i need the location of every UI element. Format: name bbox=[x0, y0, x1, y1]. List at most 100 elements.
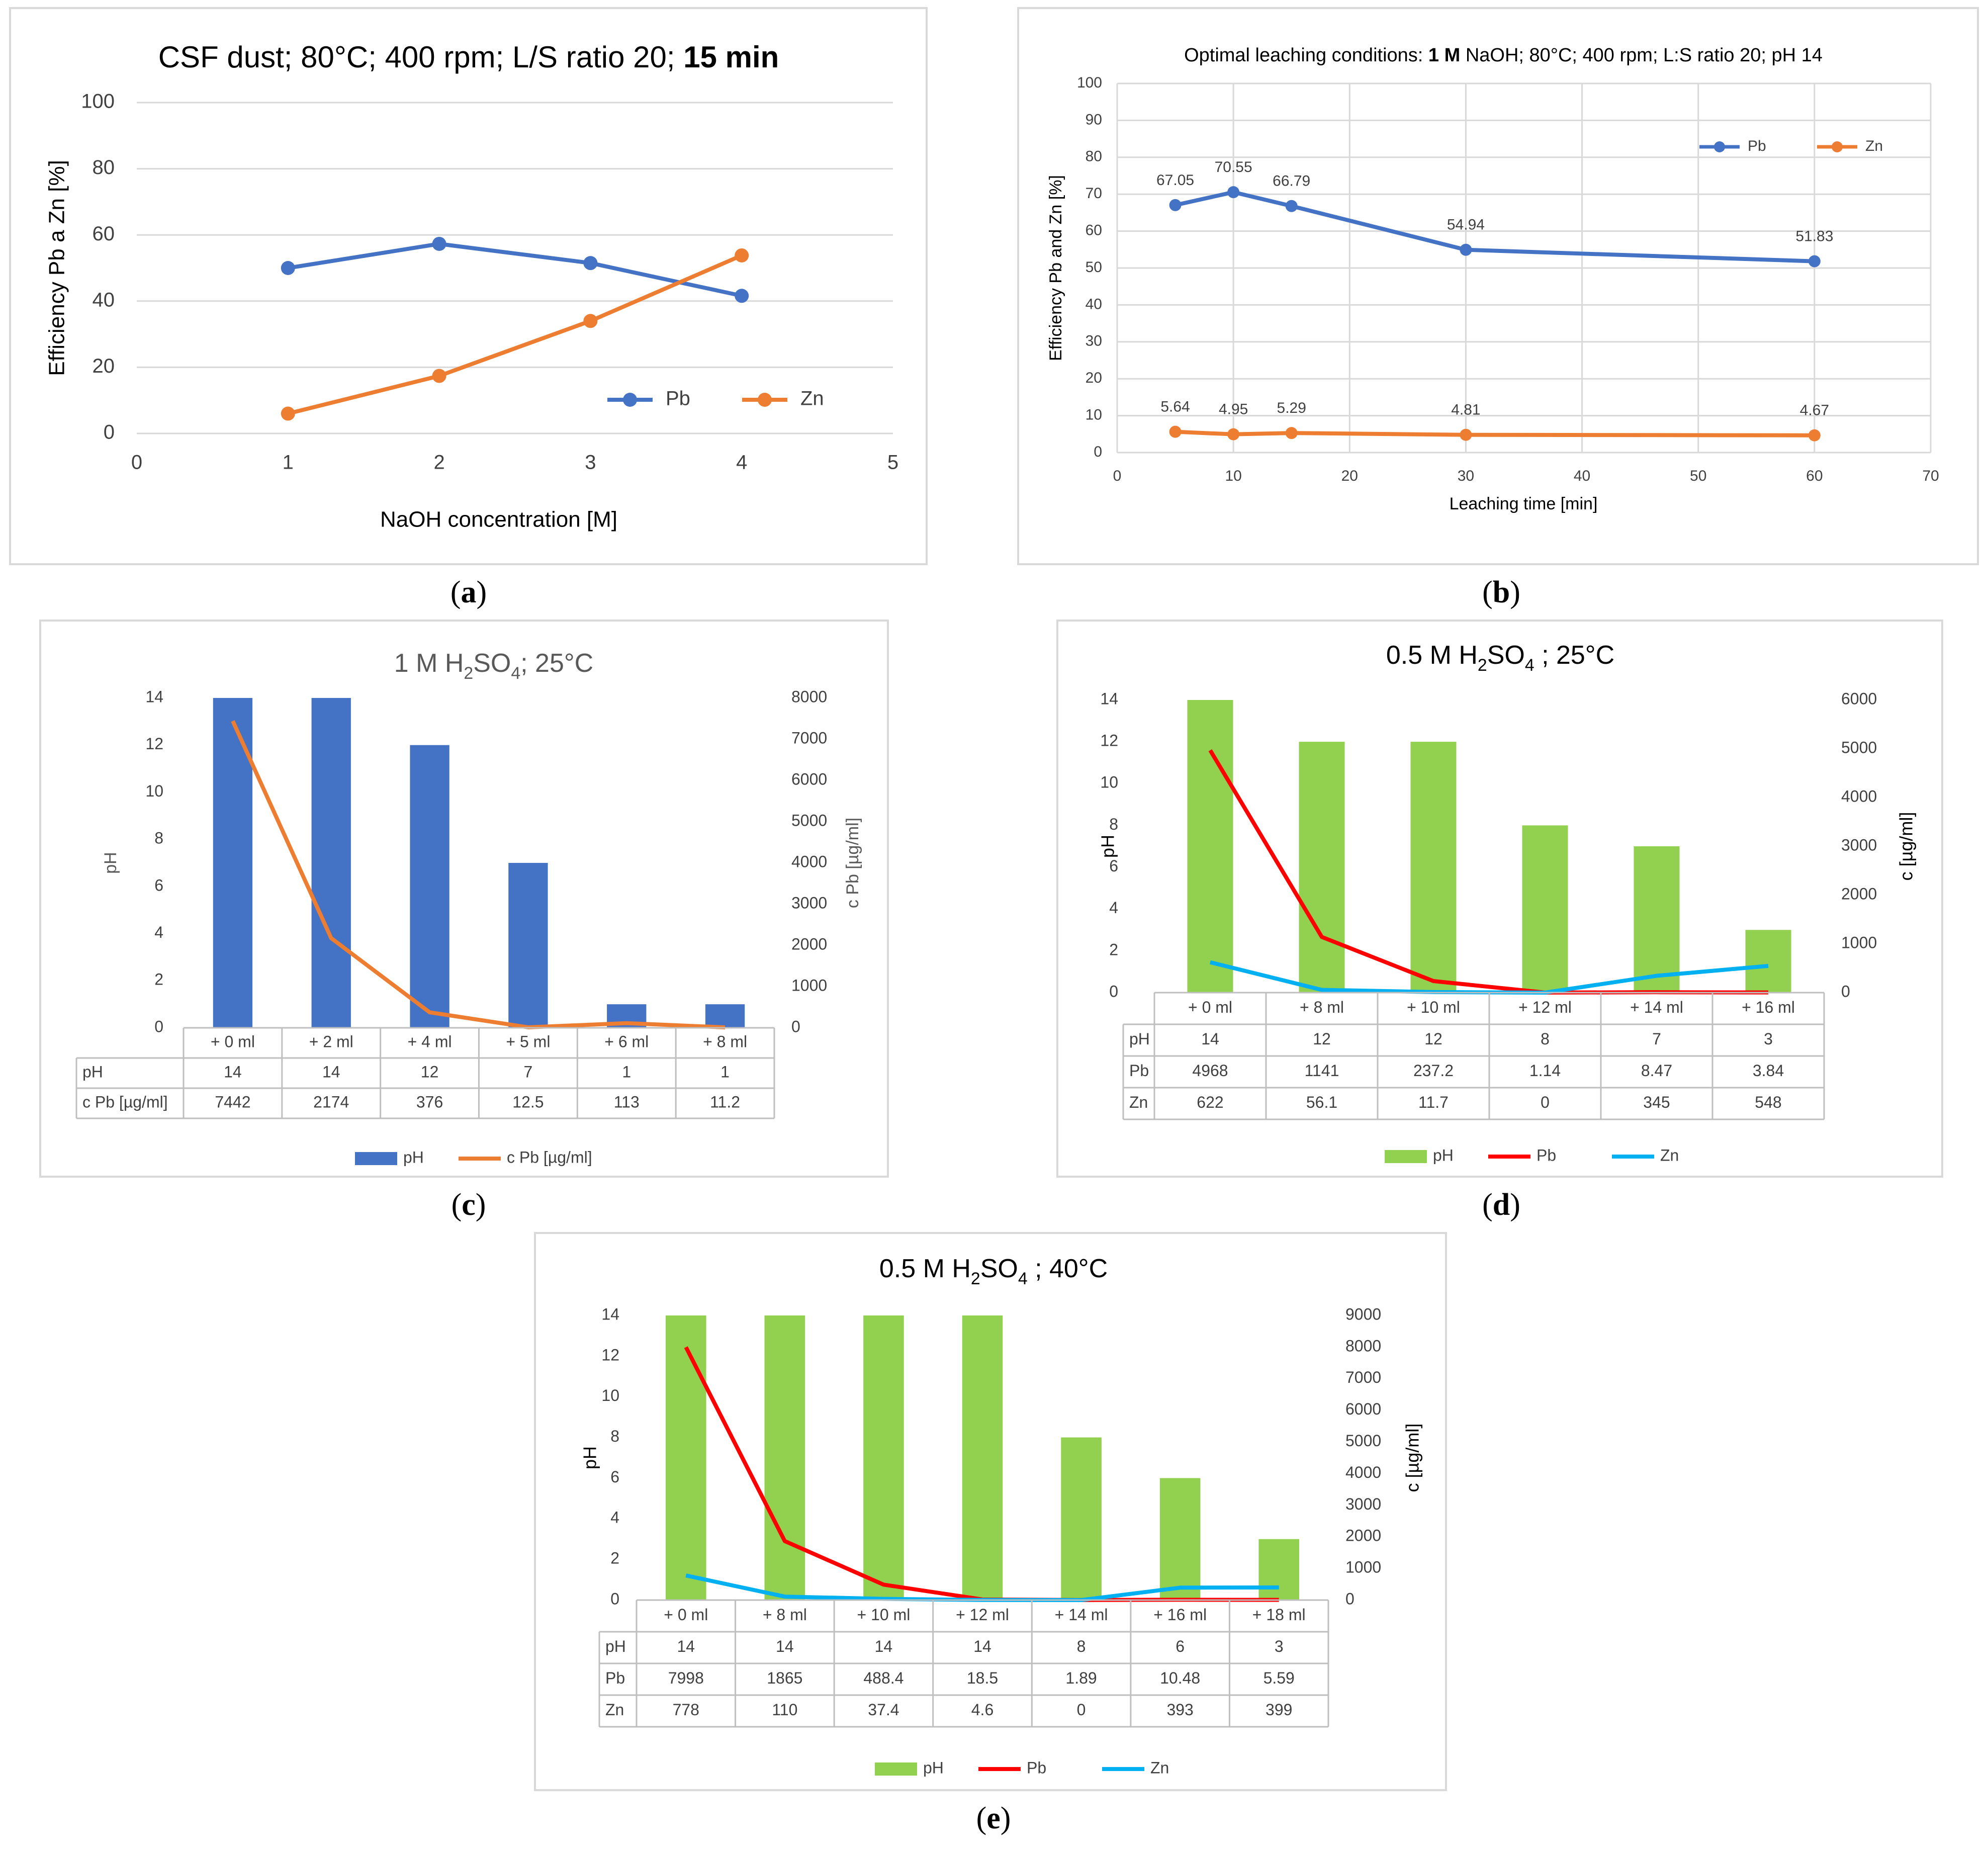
legend-label: Zn bbox=[1150, 1758, 1169, 1777]
data-point-pb bbox=[1169, 199, 1182, 211]
table-cell: 548 bbox=[1755, 1093, 1781, 1111]
y-tick-label: 40 bbox=[1086, 296, 1102, 312]
bar-ph bbox=[1061, 1437, 1102, 1600]
legend-marker-pb bbox=[1714, 141, 1725, 152]
table-cell: 14 bbox=[322, 1063, 340, 1081]
data-label: 67.05 bbox=[1156, 172, 1194, 189]
x-tick-label: 5 bbox=[887, 452, 898, 474]
table-row-label: pH bbox=[82, 1063, 103, 1081]
bar-ph bbox=[665, 1315, 706, 1600]
x-tick-label: 70 bbox=[1922, 468, 1939, 484]
table-cell: 7 bbox=[1652, 1030, 1661, 1048]
y2-tick-label: 4000 bbox=[791, 852, 827, 870]
bar-ph bbox=[508, 863, 548, 1028]
table-category: + 10 ml bbox=[1407, 998, 1460, 1016]
legend-swatch-ph bbox=[1385, 1150, 1427, 1163]
chart-title-part: 0.5 M H bbox=[1386, 641, 1478, 670]
data-point-pb bbox=[432, 236, 446, 251]
panel-label-letter: e bbox=[986, 1801, 1001, 1835]
y-tick-label: 10 bbox=[145, 782, 163, 800]
y-tick-label: 14 bbox=[601, 1305, 619, 1323]
data-label: 54.94 bbox=[1447, 217, 1485, 233]
table-category: + 8 ml bbox=[763, 1606, 807, 1624]
chart-title-part: 4 bbox=[1525, 656, 1534, 675]
table-cell: 8 bbox=[1541, 1030, 1550, 1048]
data-label: 4.81 bbox=[1451, 402, 1480, 418]
panel-label-e: (e) bbox=[976, 1801, 1011, 1835]
y-tick-label: 6 bbox=[610, 1468, 619, 1486]
chart-title-part: 4 bbox=[1018, 1269, 1028, 1288]
table-cell: 1 bbox=[720, 1063, 730, 1081]
chart-title-bold: 15 min bbox=[683, 40, 779, 74]
panel-label-d: (d) bbox=[1482, 1188, 1520, 1222]
chart-title-part: SO bbox=[1487, 641, 1525, 670]
y2-tick-label: 7000 bbox=[1345, 1368, 1381, 1386]
chart-title-part: 1 M bbox=[1428, 45, 1460, 66]
table-cell: 7442 bbox=[215, 1093, 250, 1111]
y2-tick-label: 5000 bbox=[1345, 1432, 1381, 1450]
series-line-zn bbox=[287, 253, 743, 416]
data-point-zn bbox=[735, 248, 749, 262]
legend-label: pH bbox=[403, 1148, 424, 1166]
y2-tick-label: 8000 bbox=[791, 687, 827, 705]
y-tick-label: 14 bbox=[1100, 689, 1118, 708]
data-point-pb bbox=[281, 261, 295, 275]
table-cell: 1865 bbox=[767, 1669, 802, 1687]
data-point-zn bbox=[1285, 427, 1298, 439]
panel-label-letter: a bbox=[461, 575, 477, 609]
table-cell: 11.7 bbox=[1418, 1093, 1449, 1111]
x-axis-label: Leaching time [min] bbox=[1450, 494, 1598, 513]
table-category: + 16 ml bbox=[1742, 998, 1795, 1016]
table-cell: 345 bbox=[1643, 1093, 1670, 1111]
y-tick-label: 0 bbox=[1094, 444, 1102, 460]
table-row-label: Pb bbox=[1129, 1062, 1149, 1080]
data-label: 66.79 bbox=[1273, 173, 1310, 190]
y-tick-label: 0 bbox=[154, 1017, 163, 1035]
y-tick-label: 70 bbox=[1086, 185, 1102, 202]
x-tick-label: 40 bbox=[1574, 468, 1590, 484]
y-tick-label: 4 bbox=[1109, 899, 1118, 917]
y-axis-label: Efficiency Pb a Zn [%] bbox=[45, 160, 69, 376]
chart-title-part: CSF dust; 80°C; 400 rpm; L/S ratio 20; bbox=[158, 40, 683, 74]
table-cell: 11.2 bbox=[710, 1093, 740, 1111]
table-row-label: pH bbox=[1129, 1030, 1150, 1048]
chart-title-part: 2 bbox=[464, 664, 473, 683]
y-axis-label: pH bbox=[1098, 835, 1118, 858]
y-tick-label: 8 bbox=[610, 1427, 619, 1445]
table-cell: 393 bbox=[1166, 1701, 1193, 1719]
chart-title: 1 M H2SO4; 25°C bbox=[394, 649, 594, 683]
panel-label-letter: c bbox=[462, 1188, 476, 1222]
table-cell: 1141 bbox=[1305, 1062, 1339, 1080]
y2-tick-label: 4000 bbox=[1841, 787, 1877, 805]
x-tick-label: 10 bbox=[1225, 468, 1241, 484]
bar-ph bbox=[1159, 1478, 1201, 1600]
table-cell: 10.48 bbox=[1160, 1669, 1200, 1687]
table-cell: 12 bbox=[1424, 1030, 1442, 1048]
table-category: + 8 ml bbox=[703, 1032, 747, 1050]
y-tick-label: 6 bbox=[154, 876, 163, 894]
y-tick-label: 20 bbox=[1086, 370, 1102, 386]
chart-title-part: 1 M H bbox=[394, 649, 464, 678]
bar-ph bbox=[863, 1315, 904, 1600]
legend-marker-zn bbox=[1832, 141, 1843, 152]
table-cell: 14 bbox=[224, 1063, 242, 1081]
table-cell: 1.14 bbox=[1529, 1062, 1561, 1080]
y2-tick-label: 6000 bbox=[1841, 689, 1877, 708]
legend-label: c Pb [µg/ml] bbox=[507, 1148, 592, 1166]
table-cell: 3 bbox=[1764, 1030, 1773, 1048]
legend-swatch-ph bbox=[355, 1152, 397, 1165]
data-point-pb bbox=[735, 289, 749, 303]
y2-tick-label: 7000 bbox=[791, 729, 827, 747]
legend-label: Pb bbox=[666, 388, 690, 410]
panel-label-letter: d bbox=[1493, 1188, 1510, 1222]
table-cell: 7 bbox=[524, 1063, 533, 1081]
data-point-pb bbox=[1285, 200, 1298, 212]
data-point-pb bbox=[1460, 243, 1472, 256]
table-cell: 14 bbox=[677, 1637, 695, 1655]
table-cell: 7998 bbox=[668, 1669, 704, 1687]
y-tick-label: 100 bbox=[81, 91, 115, 113]
table-category: + 12 ml bbox=[956, 1606, 1009, 1624]
table-cell: 8.47 bbox=[1641, 1062, 1672, 1080]
y2-tick-label: 9000 bbox=[1345, 1305, 1381, 1323]
